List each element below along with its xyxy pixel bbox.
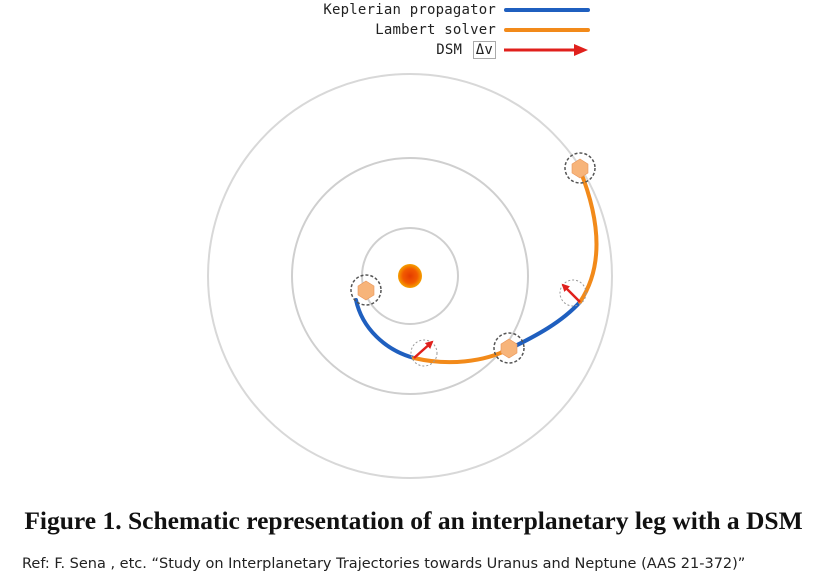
planet-flyby (493, 332, 525, 364)
lambert-arc-2 (578, 168, 599, 304)
legend-dsm-symbol: Δv (472, 41, 496, 59)
legend-dsm-text: DSM (436, 42, 463, 58)
dsm-marker-2 (559, 279, 587, 307)
lambert-arc-1 (412, 347, 511, 365)
dsm-marker-1 (410, 339, 438, 367)
legend-swatch-dsm-arrow (504, 44, 588, 56)
sun (398, 264, 422, 288)
legend-label-lambert: Lambert solver (375, 22, 496, 38)
planet-departure (350, 274, 382, 306)
figure-caption: Figure 1. Schematic representation of an… (24, 506, 803, 535)
legend-item-lambert: Lambert solver (375, 20, 590, 40)
legend-item-keplerian: Keplerian propagator (323, 0, 590, 20)
keplerian-arc-1 (354, 298, 416, 360)
orbit-middle (291, 157, 529, 395)
reference-text: Ref: F. Sena , etc. “Study on Interplane… (22, 556, 746, 572)
keplerian-arc-2 (507, 300, 582, 351)
legend-swatch-keplerian (504, 8, 590, 12)
planet-arrival (564, 152, 596, 184)
legend: Keplerian propagator Lambert solver DSM … (270, 0, 590, 62)
legend-label-keplerian: Keplerian propagator (323, 2, 496, 18)
legend-swatch-lambert (504, 28, 590, 32)
legend-item-dsm: DSM Δv (436, 40, 590, 60)
orbit-outer (207, 73, 613, 479)
trajectory-diagram (207, 73, 613, 479)
legend-label-dsm: DSM Δv (436, 41, 496, 59)
